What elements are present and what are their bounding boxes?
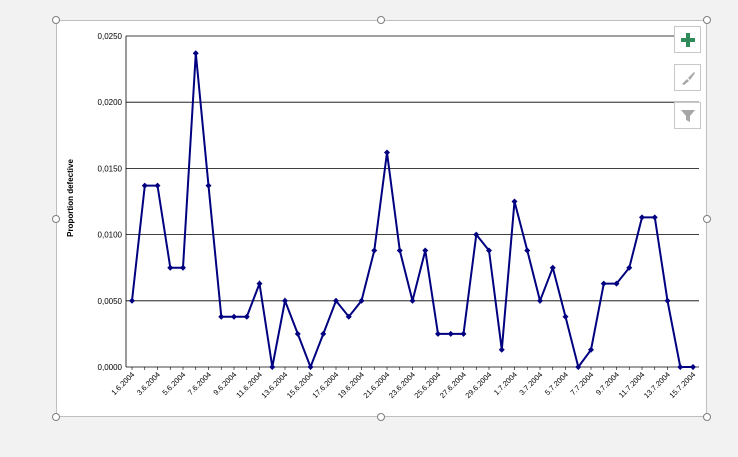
x-tick-label: 7.7.2004 <box>568 370 595 397</box>
x-tick-label: 27.6.2004 <box>438 370 468 400</box>
data-point <box>410 298 416 304</box>
y-tick-label: 0,0100 <box>98 231 123 240</box>
y-tick-label: 0,0250 <box>98 32 123 41</box>
data-point <box>308 364 314 370</box>
x-tick-label: 29.6.2004 <box>463 370 493 400</box>
resize-handle-middle-right[interactable] <box>703 215 711 223</box>
x-tick-label: 1.7.2004 <box>492 370 519 397</box>
data-point <box>167 265 173 271</box>
data-point <box>206 183 212 189</box>
series-line <box>132 53 693 367</box>
chart-filters-button[interactable] <box>674 102 701 129</box>
x-tick-label: 3.7.2004 <box>517 370 544 397</box>
x-tick-label: 5.7.2004 <box>543 370 570 397</box>
data-point <box>397 247 403 253</box>
data-point <box>231 314 237 320</box>
line-chart: 0,0000 0,0050 0,0100 0,0150 0,0200 0,0250 1.6… <box>57 21 708 418</box>
data-point <box>142 183 148 189</box>
data-point <box>193 50 199 56</box>
filter-icon <box>680 108 696 124</box>
data-point <box>652 214 658 220</box>
series-proportion-defective <box>129 50 696 370</box>
x-tick-label: 25.6.2004 <box>412 370 442 400</box>
data-point <box>537 298 543 304</box>
data-point <box>512 199 518 205</box>
data-point <box>244 314 250 320</box>
data-point <box>384 150 390 156</box>
resize-handle-top-left[interactable] <box>52 16 60 24</box>
x-tick-label: 13.7.2004 <box>642 370 672 400</box>
data-point <box>639 214 645 220</box>
x-tick-label: 17.6.2004 <box>310 370 340 400</box>
x-tick-label: 11.6.2004 <box>234 370 264 400</box>
x-tick-label: 23.6.2004 <box>387 370 417 400</box>
data-point <box>550 265 556 271</box>
data-point <box>282 298 288 304</box>
data-point <box>677 364 683 370</box>
resize-handle-bottom-right[interactable] <box>703 413 711 421</box>
resize-handle-top-center[interactable] <box>377 16 385 24</box>
y-tick-label: 0,0200 <box>98 98 123 107</box>
chart-area[interactable]: 0,0000 0,0050 0,0100 0,0150 0,0200 0,0250 1.6… <box>56 20 707 417</box>
data-point <box>422 247 428 253</box>
y-tick-label: 0,0000 <box>98 363 123 372</box>
chart-elements-button[interactable] <box>674 26 701 53</box>
x-tick-label: 7.6.2004 <box>186 370 213 397</box>
data-point <box>295 331 301 337</box>
resize-handle-middle-left[interactable] <box>52 215 60 223</box>
data-point <box>499 347 505 353</box>
x-tick-label: 3.6.2004 <box>135 370 162 397</box>
resize-handle-bottom-left[interactable] <box>52 413 60 421</box>
data-point <box>269 364 275 370</box>
data-point <box>257 281 263 287</box>
data-point <box>690 364 696 370</box>
data-point <box>524 247 530 253</box>
data-point <box>129 298 135 304</box>
data-point <box>180 265 186 271</box>
data-point <box>435 331 441 337</box>
plus-icon <box>680 32 696 48</box>
brush-icon <box>679 69 697 87</box>
x-tick-label: 1.6.2004 <box>109 370 136 397</box>
data-point <box>563 314 569 320</box>
data-point <box>320 331 326 337</box>
resize-handle-bottom-center[interactable] <box>377 413 385 421</box>
y-axis: 0,0000 0,0050 0,0100 0,0150 0,0200 0,0250 <box>98 32 123 372</box>
x-tick-label: 19.6.2004 <box>336 370 366 400</box>
x-axis: 1.6.20043.6.20045.6.20047.6.20049.6.2004… <box>109 367 697 400</box>
chart-styles-button[interactable] <box>674 64 701 91</box>
y-tick-label: 0,0150 <box>98 164 123 173</box>
resize-handle-top-right[interactable] <box>703 16 711 24</box>
data-point <box>601 281 607 287</box>
gridlines <box>126 36 699 367</box>
data-point <box>461 331 467 337</box>
data-point <box>218 314 224 320</box>
x-tick-label: 11.7.2004 <box>617 370 647 400</box>
data-point <box>448 331 454 337</box>
data-point <box>155 183 161 189</box>
data-point <box>665 298 671 304</box>
y-axis-label: Proportion defective <box>66 159 75 237</box>
y-tick-label: 0,0050 <box>98 297 123 306</box>
x-tick-label: 13.6.2004 <box>259 370 289 400</box>
x-tick-label: 15.7.2004 <box>667 370 697 400</box>
x-tick-label: 15.6.2004 <box>285 370 315 400</box>
x-tick-label: 21.6.2004 <box>361 370 391 400</box>
data-point <box>371 247 377 253</box>
x-tick-label: 5.6.2004 <box>160 370 187 397</box>
